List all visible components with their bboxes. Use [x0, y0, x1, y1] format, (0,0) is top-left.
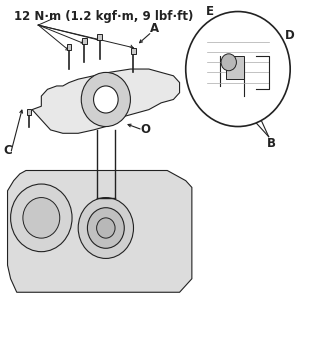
Circle shape — [94, 86, 118, 113]
FancyBboxPatch shape — [131, 48, 136, 54]
Bar — [226, 56, 244, 79]
Circle shape — [97, 218, 115, 238]
Circle shape — [87, 208, 124, 248]
FancyBboxPatch shape — [82, 38, 87, 44]
FancyBboxPatch shape — [97, 34, 102, 40]
FancyBboxPatch shape — [67, 44, 71, 50]
Circle shape — [23, 197, 60, 238]
Polygon shape — [32, 69, 179, 133]
Text: C: C — [3, 144, 12, 157]
Polygon shape — [7, 170, 192, 292]
Circle shape — [11, 184, 72, 252]
Text: 12 N·m (1.2 kgf·m, 9 lbf·ft): 12 N·m (1.2 kgf·m, 9 lbf·ft) — [14, 10, 193, 23]
Text: D: D — [285, 29, 295, 42]
Text: E: E — [206, 5, 214, 18]
Circle shape — [186, 12, 290, 127]
Text: B: B — [267, 137, 276, 150]
Circle shape — [221, 54, 237, 71]
Circle shape — [81, 72, 131, 127]
Circle shape — [78, 197, 134, 258]
FancyBboxPatch shape — [27, 108, 32, 115]
Text: O: O — [141, 123, 151, 136]
Text: A: A — [150, 22, 160, 35]
